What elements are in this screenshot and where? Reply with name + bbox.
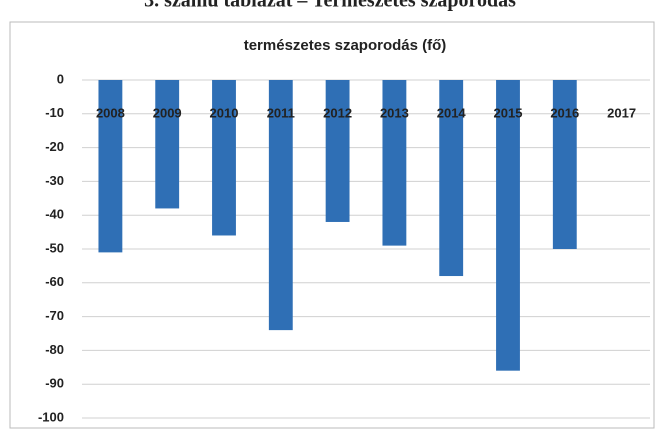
- x-tick-label: 2012: [323, 105, 352, 120]
- y-tick-label: -20: [45, 139, 64, 154]
- y-tick-label: -90: [45, 376, 64, 391]
- y-tick-label: 0: [57, 71, 64, 86]
- y-tick-label: -70: [45, 308, 64, 323]
- page-heading: 3. számú táblázat – Természetes szaporod…: [144, 0, 516, 12]
- x-tick-label: 2009: [153, 105, 182, 120]
- x-tick-label: 2008: [96, 105, 125, 120]
- y-tick-label: -50: [45, 240, 64, 255]
- y-tick-label: -30: [45, 173, 64, 188]
- x-tick-label: 2010: [210, 105, 239, 120]
- x-tick-label: 2017: [607, 105, 636, 120]
- x-tick-label: 2016: [550, 105, 579, 120]
- x-tick-label: 2011: [267, 105, 295, 120]
- bar: [382, 80, 407, 246]
- bar: [496, 80, 520, 371]
- x-tick-label: 2013: [380, 105, 409, 120]
- x-tick-label: 2015: [494, 105, 523, 120]
- chart-title: természetes szaporodás (fő): [244, 37, 447, 54]
- y-tick-label: -60: [45, 274, 64, 289]
- y-tick-label: -100: [38, 409, 64, 424]
- y-tick-label: -80: [45, 342, 64, 357]
- chart-border: [9, 21, 655, 429]
- bar: [212, 80, 236, 236]
- y-tick-label: -40: [45, 207, 64, 222]
- bar: [325, 80, 350, 222]
- bar: [552, 80, 577, 249]
- x-tick-label: 2014: [437, 105, 467, 120]
- bar: [98, 80, 123, 253]
- bar: [439, 80, 464, 277]
- y-tick-label: -10: [45, 105, 64, 120]
- bar: [155, 80, 180, 209]
- bar: [268, 80, 293, 331]
